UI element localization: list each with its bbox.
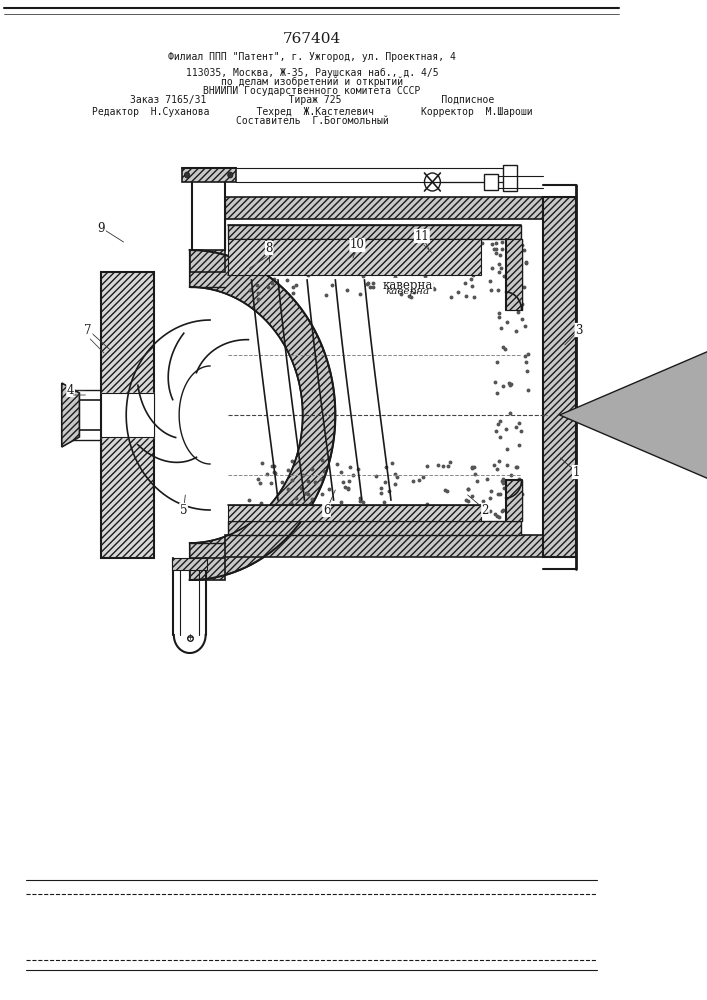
Polygon shape [102, 272, 154, 558]
Text: 113035, Москва, Ж-35, Раушская наб., д. 4/5: 113035, Москва, Ж-35, Раушская наб., д. … [186, 68, 438, 78]
Text: Филиал ППП "Патент", г. Ужгород, ул. Проектная, 4: Филиал ППП "Патент", г. Ужгород, ул. Про… [168, 52, 456, 62]
Polygon shape [228, 521, 520, 535]
Polygon shape [189, 250, 335, 580]
Polygon shape [172, 558, 207, 570]
Circle shape [185, 172, 189, 178]
Polygon shape [543, 197, 576, 557]
Bar [503, 165, 517, 191]
Text: 10: 10 [350, 238, 365, 251]
Text: по делам изобретений и открытий: по делам изобретений и открытий [221, 77, 403, 87]
Text: 1: 1 [573, 466, 580, 479]
Text: каверна: каверна [382, 278, 433, 292]
Text: 8: 8 [265, 241, 273, 254]
Bar [484, 174, 498, 190]
Text: 11: 11 [414, 230, 429, 242]
Text: Редактор  Н.Суханова        Техред  Ж.Кастелевич        Корректор  М.Шароши: Редактор Н.Суханова Техред Ж.Кастелевич … [92, 107, 532, 117]
Polygon shape [228, 239, 481, 275]
Text: 7: 7 [85, 324, 92, 336]
Text: Составитель  Г.Богомольный: Составитель Г.Богомольный [235, 116, 388, 126]
Polygon shape [62, 383, 79, 447]
Polygon shape [506, 239, 522, 310]
Text: 5: 5 [180, 504, 187, 516]
Text: 9: 9 [98, 222, 105, 234]
Polygon shape [225, 197, 543, 219]
Text: 6: 6 [323, 504, 330, 516]
Polygon shape [102, 393, 154, 437]
Text: каверна: каверна [385, 286, 430, 296]
Text: 767404: 767404 [282, 32, 341, 46]
Polygon shape [182, 168, 235, 182]
Polygon shape [189, 558, 225, 580]
Polygon shape [228, 225, 520, 239]
Polygon shape [189, 250, 225, 272]
Text: 3: 3 [575, 324, 583, 336]
Circle shape [228, 172, 233, 178]
Text: 4: 4 [67, 383, 74, 396]
Polygon shape [225, 535, 543, 557]
Text: 2: 2 [481, 504, 489, 516]
Text: Заказ 7165/31              Тираж 725                 Подписное: Заказ 7165/31 Тираж 725 Подписное [130, 95, 494, 105]
Text: +: + [186, 634, 193, 643]
Text: ВНИИПИ Государственного комитета СССР: ВНИИПИ Государственного комитета СССР [203, 86, 421, 96]
Polygon shape [506, 480, 522, 521]
Polygon shape [228, 505, 481, 521]
